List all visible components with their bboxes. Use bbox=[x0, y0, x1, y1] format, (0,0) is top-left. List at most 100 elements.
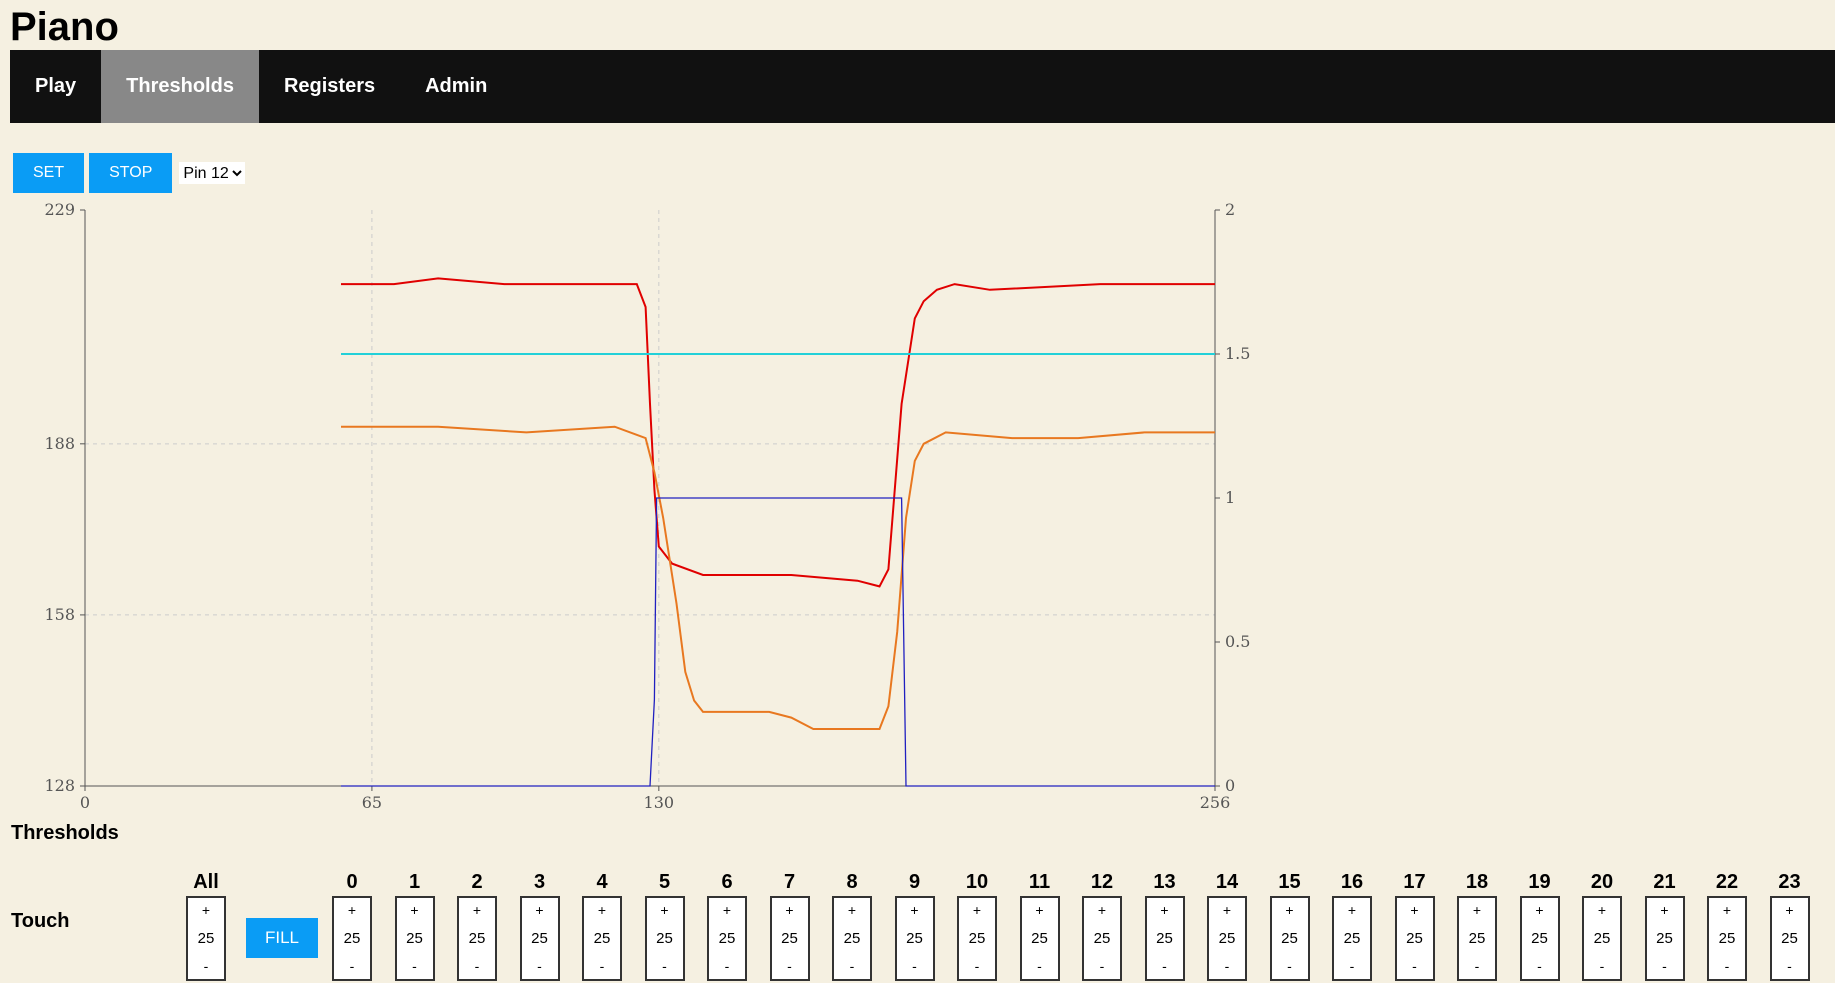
pin-select[interactable]: Pin 12 bbox=[179, 162, 246, 184]
threshold-value[interactable]: 25 bbox=[468, 930, 486, 947]
threshold-value[interactable]: 25 bbox=[1531, 930, 1548, 947]
decrement-button[interactable]: - bbox=[787, 958, 792, 974]
threshold-value[interactable]: 25 bbox=[593, 930, 611, 947]
channel-label: 3 bbox=[533, 871, 546, 893]
threshold-value[interactable]: 25 bbox=[968, 930, 986, 947]
increment-button[interactable]: + bbox=[1722, 902, 1732, 918]
threshold-value[interactable]: 25 bbox=[1656, 930, 1673, 947]
touch-row-label: Touch bbox=[11, 910, 70, 932]
decrement-button[interactable]: - bbox=[1349, 958, 1355, 974]
threshold-value[interactable]: 25 bbox=[656, 930, 673, 947]
threshold-value[interactable]: 25 bbox=[1156, 930, 1173, 947]
threshold-channel-column: 12 +25 - bbox=[1082, 870, 1122, 981]
decrement-button[interactable]: - bbox=[1037, 958, 1042, 974]
threshold-value[interactable]: 25 bbox=[843, 930, 861, 947]
increment-button[interactable]: + bbox=[1160, 902, 1169, 918]
stop-button[interactable]: STOP bbox=[89, 153, 173, 193]
threshold-stepper: +25 - bbox=[957, 896, 997, 981]
threshold-stepper: +25 - bbox=[582, 896, 622, 981]
channel-label: 22 bbox=[1715, 871, 1739, 893]
increment-button[interactable]: + bbox=[660, 902, 669, 918]
increment-button[interactable]: + bbox=[785, 902, 794, 918]
threshold-stepper: +25 - bbox=[1207, 896, 1247, 981]
threshold-value[interactable]: 25 bbox=[1468, 930, 1486, 947]
nav-tab-admin[interactable]: Admin bbox=[425, 75, 488, 97]
increment-button[interactable]: + bbox=[722, 902, 732, 918]
decrement-button[interactable]: - bbox=[974, 958, 980, 974]
increment-button[interactable]: + bbox=[910, 902, 919, 918]
threshold-value[interactable]: 25 bbox=[1406, 930, 1423, 947]
series-line-0 bbox=[341, 277, 1215, 588]
threshold-value[interactable]: 25 bbox=[406, 930, 423, 947]
x-tick-label: 65 bbox=[362, 793, 382, 812]
y-tick-label-right: 0.5 bbox=[1225, 632, 1250, 651]
threshold-value[interactable]: 25 bbox=[1343, 930, 1361, 947]
decrement-button[interactable]: - bbox=[1787, 958, 1792, 974]
threshold-stepper: +25 - bbox=[894, 896, 935, 981]
increment-button[interactable]: + bbox=[1222, 902, 1232, 918]
threshold-value[interactable]: 25 bbox=[343, 930, 361, 947]
increment-button[interactable]: + bbox=[1472, 902, 1482, 918]
threshold-value[interactable]: 25 bbox=[1218, 930, 1236, 947]
decrement-button[interactable]: - bbox=[1474, 958, 1480, 974]
increment-button[interactable]: + bbox=[1285, 902, 1294, 918]
decrement-button[interactable]: - bbox=[599, 958, 605, 974]
decrement-button[interactable]: - bbox=[1162, 958, 1167, 974]
decrement-button[interactable]: - bbox=[912, 958, 917, 974]
increment-button[interactable]: + bbox=[847, 902, 857, 918]
thresholds-heading: Thresholds bbox=[11, 822, 119, 844]
decrement-button[interactable]: - bbox=[724, 958, 730, 974]
threshold-channel-column: 17 +25 - bbox=[1394, 870, 1435, 981]
decrement-button[interactable]: - bbox=[474, 958, 480, 974]
increment-button[interactable]: + bbox=[1410, 902, 1419, 918]
decrement-button[interactable]: - bbox=[1724, 958, 1730, 974]
fill-button[interactable]: FILL bbox=[246, 918, 318, 958]
decrement-button[interactable]: - bbox=[537, 958, 542, 974]
decrement-button[interactable]: - bbox=[349, 958, 355, 974]
threshold-channel-column: 22 +25 - bbox=[1707, 870, 1747, 981]
threshold-value[interactable]: 25 bbox=[1281, 930, 1298, 947]
threshold-channel-column: 1 +25 - bbox=[394, 870, 435, 981]
increment-button[interactable]: + bbox=[410, 902, 419, 918]
threshold-all-value[interactable]: 25 bbox=[197, 930, 215, 947]
nav-tab-play[interactable]: Play bbox=[35, 75, 77, 97]
increment-button[interactable]: + bbox=[1347, 902, 1357, 918]
increment-button[interactable]: + bbox=[472, 902, 482, 918]
increment-button[interactable]: + bbox=[535, 902, 544, 918]
decrement-button[interactable]: - bbox=[412, 958, 417, 974]
decrement-button[interactable]: - bbox=[1412, 958, 1417, 974]
increment-button[interactable]: + bbox=[1097, 902, 1107, 918]
threshold-value[interactable]: 25 bbox=[531, 930, 548, 947]
decrement-button[interactable]: - bbox=[1224, 958, 1230, 974]
increment-button[interactable]: + bbox=[972, 902, 982, 918]
threshold-value[interactable]: 25 bbox=[718, 930, 736, 947]
increment-button[interactable]: + bbox=[1597, 902, 1607, 918]
threshold-value[interactable]: 25 bbox=[1031, 930, 1048, 947]
decrement-button[interactable]: - bbox=[1599, 958, 1605, 974]
decrement-button[interactable]: - bbox=[203, 958, 209, 974]
threshold-value[interactable]: 25 bbox=[781, 930, 798, 947]
threshold-value[interactable]: 25 bbox=[1718, 930, 1736, 947]
increment-button[interactable]: + bbox=[1535, 902, 1544, 918]
increment-button[interactable]: + bbox=[201, 902, 211, 918]
increment-button[interactable]: + bbox=[597, 902, 607, 918]
decrement-button[interactable]: - bbox=[662, 958, 667, 974]
increment-button[interactable]: + bbox=[1785, 902, 1794, 918]
decrement-button[interactable]: - bbox=[1662, 958, 1667, 974]
threshold-value[interactable]: 25 bbox=[906, 930, 923, 947]
increment-button[interactable]: + bbox=[1035, 902, 1044, 918]
nav-tab-thresholds[interactable]: Thresholds bbox=[101, 50, 259, 123]
increment-button[interactable]: + bbox=[1660, 902, 1669, 918]
threshold-value[interactable]: 25 bbox=[1593, 930, 1611, 947]
decrement-button[interactable]: - bbox=[1537, 958, 1542, 974]
nav-tab-registers[interactable]: Registers bbox=[283, 75, 376, 97]
decrement-button[interactable]: - bbox=[849, 958, 855, 974]
threshold-value[interactable]: 25 bbox=[1093, 930, 1111, 947]
decrement-button[interactable]: - bbox=[1287, 958, 1292, 974]
decrement-button[interactable]: - bbox=[1099, 958, 1105, 974]
threshold-value[interactable]: 25 bbox=[1781, 930, 1798, 947]
set-button[interactable]: SET bbox=[13, 153, 85, 193]
y-tick-label-right: 0 bbox=[1225, 776, 1235, 795]
increment-button[interactable]: + bbox=[347, 902, 357, 918]
y-tick-label-right: 1 bbox=[1225, 488, 1235, 507]
